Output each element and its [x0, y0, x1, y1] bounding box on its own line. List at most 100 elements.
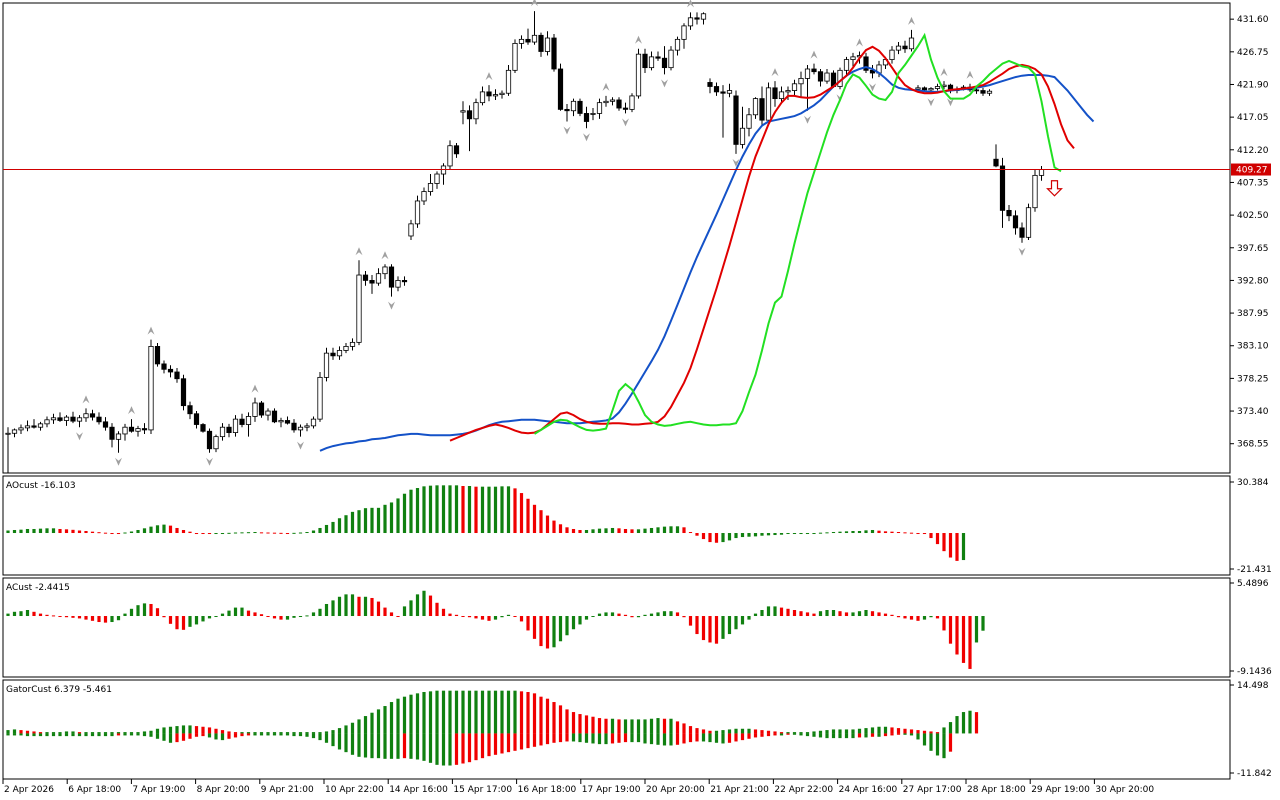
ao-bar [766, 533, 771, 536]
ac-bar [402, 606, 407, 617]
candle-body [1032, 174, 1038, 209]
ao-bar [71, 529, 75, 534]
ac-bar [734, 616, 738, 630]
ao-bar [662, 526, 667, 534]
ao-bar [389, 502, 394, 534]
candle-body [174, 371, 180, 380]
ac-bar [71, 616, 75, 618]
gator-lower-bar [142, 733, 147, 737]
gator-upper-bar [851, 729, 855, 734]
gator-lower-bar [506, 733, 511, 753]
candle-body [999, 165, 1006, 211]
ao-bar [831, 532, 836, 534]
gator-upper-bar [331, 730, 335, 734]
time-tick-label: 30 Apr 20:00 [1095, 785, 1154, 795]
gator-lower-bar [786, 733, 790, 735]
ao-bar [337, 518, 342, 534]
candle-body [154, 346, 161, 365]
ao-bar [77, 530, 82, 534]
ao-bar [896, 532, 901, 534]
gator-lower-bar [279, 733, 283, 736]
price-tick-label: 373.40 [1237, 407, 1269, 417]
gator-lower-bar [149, 733, 153, 737]
gator-upper-bar [656, 718, 660, 734]
price-tick-label: 417.05 [1237, 113, 1269, 123]
gator-lower-bar [558, 733, 563, 743]
gator-lower-bar [6, 733, 10, 736]
gator-lower-bar [630, 733, 634, 743]
price-pane[interactable]: 431.60 426.75 421.90 417.05 412.20 407.35 402.… [2, 0, 1271, 474]
candle-body [245, 416, 252, 425]
ao-bar [883, 531, 888, 534]
ac-bar [571, 616, 576, 630]
gator-upper-bar [188, 725, 192, 734]
ac-bar [350, 594, 355, 617]
gator-axis: 14.498 -11.842 [1230, 681, 1272, 779]
fractal-down-icon [622, 118, 629, 127]
time-tick-label: 8 Apr 20:00 [197, 785, 250, 795]
ac-bar [448, 613, 452, 617]
candle-body [817, 71, 824, 82]
candle-body [70, 416, 76, 422]
gator-upper-bar [38, 732, 43, 734]
ao-bar [6, 530, 10, 534]
gator-upper-bar [376, 709, 381, 734]
ao-bar [864, 530, 868, 534]
gator-upper-bar [201, 726, 205, 734]
ao-bar [818, 532, 823, 534]
ac-bar [890, 614, 894, 617]
ac-bar [818, 611, 823, 617]
candle-body [122, 426, 128, 435]
ac-bar [454, 614, 459, 617]
alligator-lines-layer [319, 32, 1095, 452]
ac-bar [623, 614, 628, 617]
gator-lower-bar [64, 733, 69, 737]
gator-lower-bar [584, 733, 589, 743]
gator-lower-bar [194, 733, 199, 737]
osc-tick-label: 5.4896 [1237, 579, 1269, 589]
ao-bar [38, 528, 43, 534]
gator-lower-bar [610, 733, 615, 744]
ac-bar [909, 616, 914, 620]
gator-lower-bar [201, 733, 205, 737]
gator-lower-bar [32, 733, 36, 737]
gator-lower-bar [539, 733, 543, 746]
gator-lower-bar [214, 733, 218, 740]
ac-pane[interactable]: ACust -2.4415 5.4896 -9.1436 [2, 577, 1272, 678]
ao-axis: 30.384 -21.431 [1230, 478, 1272, 575]
gator-upper-bar [792, 732, 797, 734]
candle-body [642, 53, 648, 69]
ao-bar [610, 527, 615, 534]
candle-body [863, 56, 869, 71]
ao-bar [890, 531, 894, 534]
gator-upper-bar [259, 732, 264, 734]
gator-lower-bar [688, 733, 693, 743]
gator-upper-bar [708, 730, 712, 734]
ac-bar [474, 616, 478, 619]
candle-body [330, 352, 336, 357]
gator-lower-bar [545, 733, 550, 745]
ac-bar [682, 616, 686, 618]
ac-bar [539, 616, 543, 647]
ac-bar [513, 616, 517, 618]
fractal-up-icon [856, 38, 863, 47]
candle-body [63, 416, 70, 421]
sell-arrow-icon [1046, 180, 1063, 197]
time-tick-label: 21 Apr 21:00 [710, 785, 769, 795]
fractal-up-icon [531, 0, 538, 7]
gator-upper-bar [929, 731, 933, 734]
candles-layer [5, 11, 1045, 473]
gator-pane[interactable]: GatorCust 6.379 -5.461 14.498 -11.842 [2, 679, 1272, 780]
gator-upper-bar [948, 722, 953, 734]
gator-lower-bar [415, 733, 420, 760]
candle-body [434, 173, 440, 184]
ao-bar [422, 486, 426, 534]
ao-pane-title: AOcust -16.103 [6, 481, 76, 491]
gator-lower-bar [903, 733, 907, 735]
gator-upper-bar [688, 726, 693, 734]
ao-bar [656, 527, 660, 534]
osc-tick-label: -21.431 [1237, 565, 1272, 575]
ao-pane[interactable]: AOcust -16.103 30.384 -21.431 [2, 475, 1272, 576]
candle-body [89, 413, 96, 418]
gator-upper-bar [675, 721, 680, 734]
